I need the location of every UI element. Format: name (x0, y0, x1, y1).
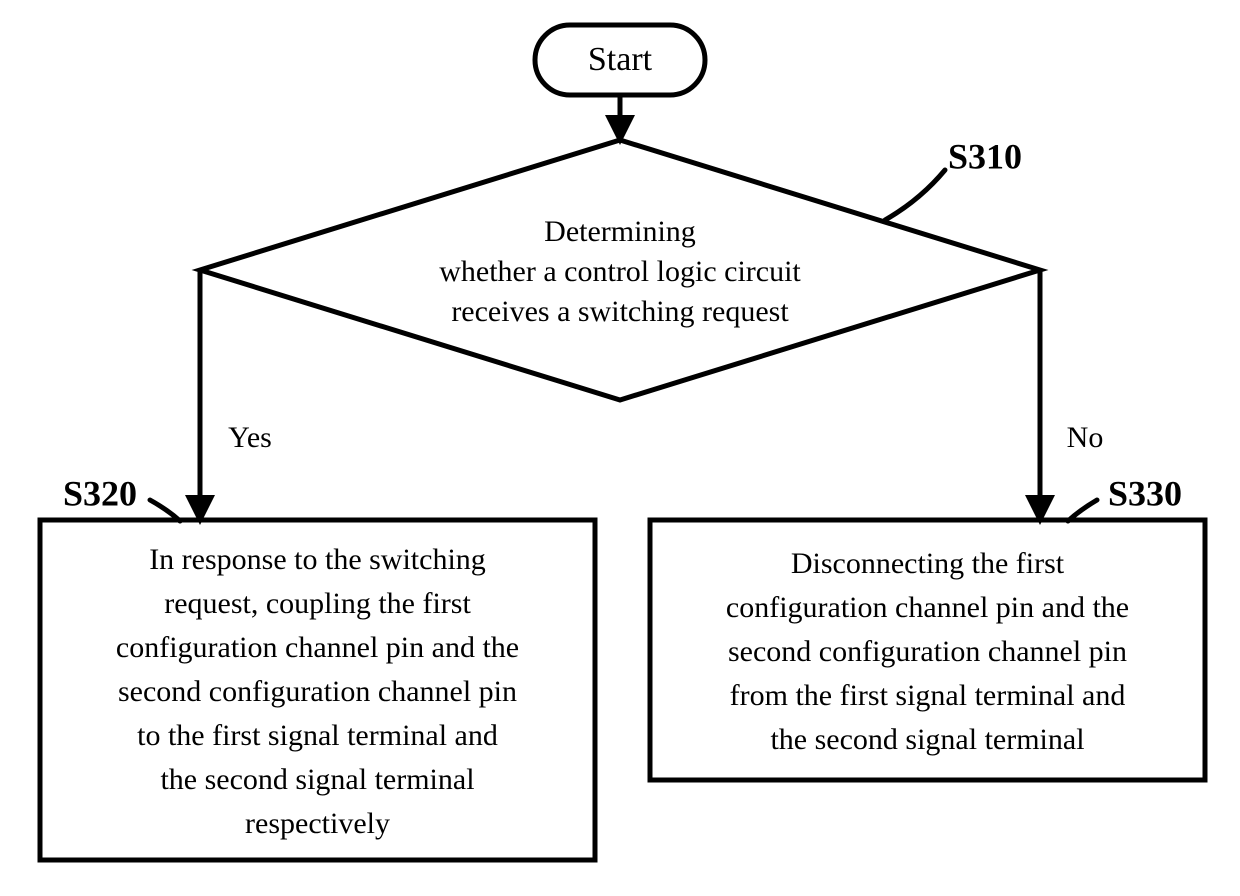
step-tick-0 (885, 170, 945, 220)
edge-label-1: Yes (228, 421, 272, 454)
svg-text:configuration channel pin and: configuration channel pin and the (116, 631, 519, 664)
svg-text:whether a control logic circui: whether a control logic circuit (439, 255, 801, 288)
edge-label-2: No (1067, 421, 1104, 454)
step-label-2: S330 (1108, 473, 1182, 513)
svg-text:receives a switching request: receives a switching request (451, 295, 789, 328)
svg-text:In response to the switching: In response to the switching (149, 543, 486, 576)
svg-text:request, coupling the first: request, coupling the first (164, 587, 471, 620)
svg-text:respectively: respectively (245, 807, 390, 840)
svg-text:to the first signal terminal a: to the first signal terminal and (137, 719, 498, 752)
svg-text:second configuration channel p: second configuration channel pin (118, 675, 517, 708)
svg-text:second configuration channel p: second configuration channel pin (728, 635, 1127, 668)
step-label-1: S320 (63, 473, 137, 513)
svg-text:from the first signal terminal: from the first signal terminal and (730, 679, 1126, 712)
flowchart-canvas: Start Determining whether a control logic … (0, 0, 1240, 896)
svg-text:Disconnecting the first: Disconnecting the first (791, 547, 1065, 580)
svg-text:Determining: Determining (544, 215, 696, 248)
flowchart-layer: Start Determining whether a control logic … (40, 25, 1205, 860)
start-label: Start (588, 41, 653, 78)
step-label-0: S310 (948, 136, 1022, 176)
svg-text:the second signal terminal: the second signal terminal (160, 763, 474, 796)
svg-text:the second signal terminal: the second signal terminal (770, 723, 1084, 756)
svg-text:configuration channel pin and: configuration channel pin and the (726, 591, 1129, 624)
